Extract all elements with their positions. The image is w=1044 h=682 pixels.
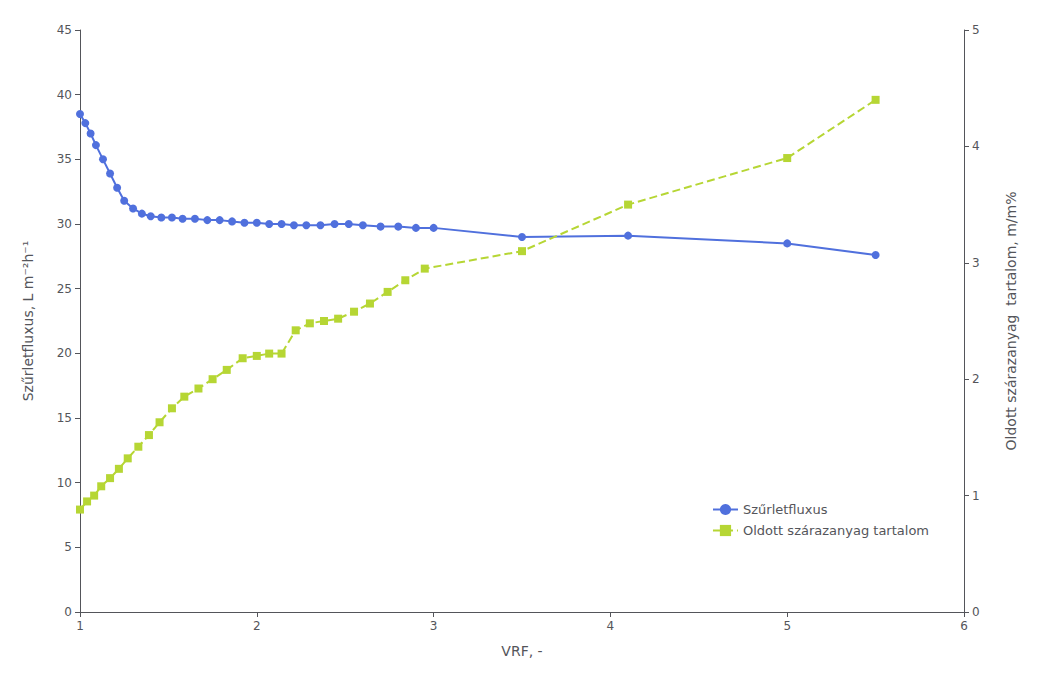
svg-text:Oldott szárazanyag tartalom: Oldott szárazanyag tartalom — [743, 523, 929, 538]
svg-text:6: 6 — [960, 619, 968, 633]
svg-text:10: 10 — [57, 476, 72, 490]
svg-text:Szűrletfluxus, L m⁻²h⁻¹: Szűrletfluxus, L m⁻²h⁻¹ — [20, 241, 36, 402]
svg-text:20: 20 — [57, 346, 72, 360]
svg-text:5: 5 — [783, 619, 791, 633]
svg-text:3: 3 — [430, 619, 438, 633]
svg-text:15: 15 — [57, 411, 72, 425]
svg-text:1: 1 — [972, 489, 980, 503]
svg-text:VRF, -: VRF, - — [501, 643, 542, 659]
svg-text:2: 2 — [972, 372, 980, 386]
svg-text:4: 4 — [972, 139, 980, 153]
svg-text:4: 4 — [607, 619, 615, 633]
svg-text:5: 5 — [64, 540, 72, 554]
svg-text:35: 35 — [57, 152, 72, 166]
svg-text:2: 2 — [253, 619, 261, 633]
svg-text:Szűrletfluxus: Szűrletfluxus — [743, 502, 828, 517]
svg-text:30: 30 — [57, 217, 72, 231]
svg-text:Oldott szárazanyag tartalom,: Oldott szárazanyag tartalom, m/m% — [1003, 192, 1019, 451]
svg-text:0: 0 — [972, 605, 980, 619]
svg-text:25: 25 — [57, 282, 72, 296]
svg-text:1: 1 — [76, 619, 84, 633]
svg-text:3: 3 — [972, 256, 980, 270]
svg-text:0: 0 — [64, 605, 72, 619]
svg-text:40: 40 — [57, 88, 72, 102]
svg-text:5: 5 — [972, 23, 980, 37]
svg-text:45: 45 — [57, 23, 72, 37]
